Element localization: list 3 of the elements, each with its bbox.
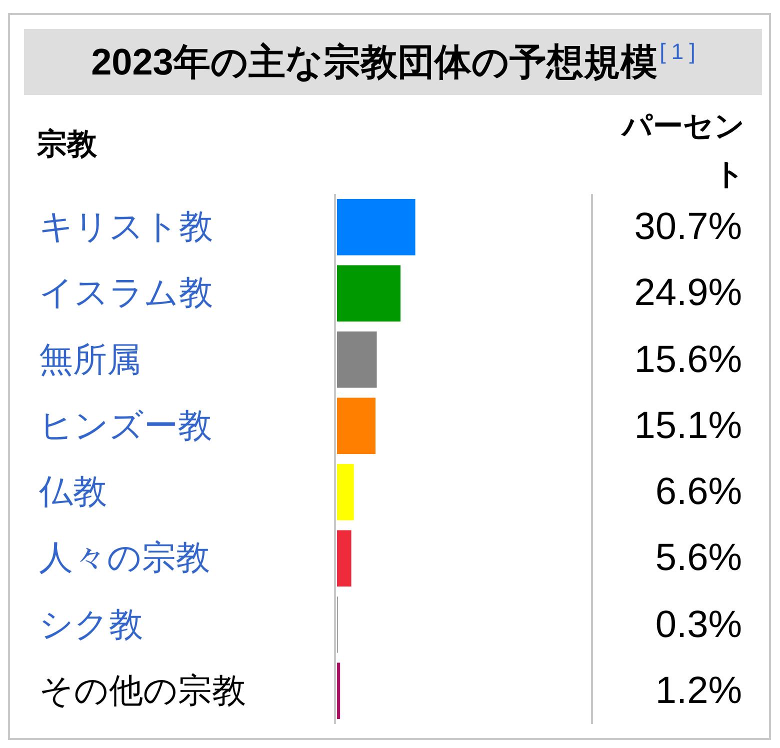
title: 2023年の主な宗教団体の予想規模$^{[1]}$: [91, 41, 701, 81]
ylabel: 宗教: [37, 130, 97, 160]
xlabel: パーセント: [620, 109, 745, 193]
